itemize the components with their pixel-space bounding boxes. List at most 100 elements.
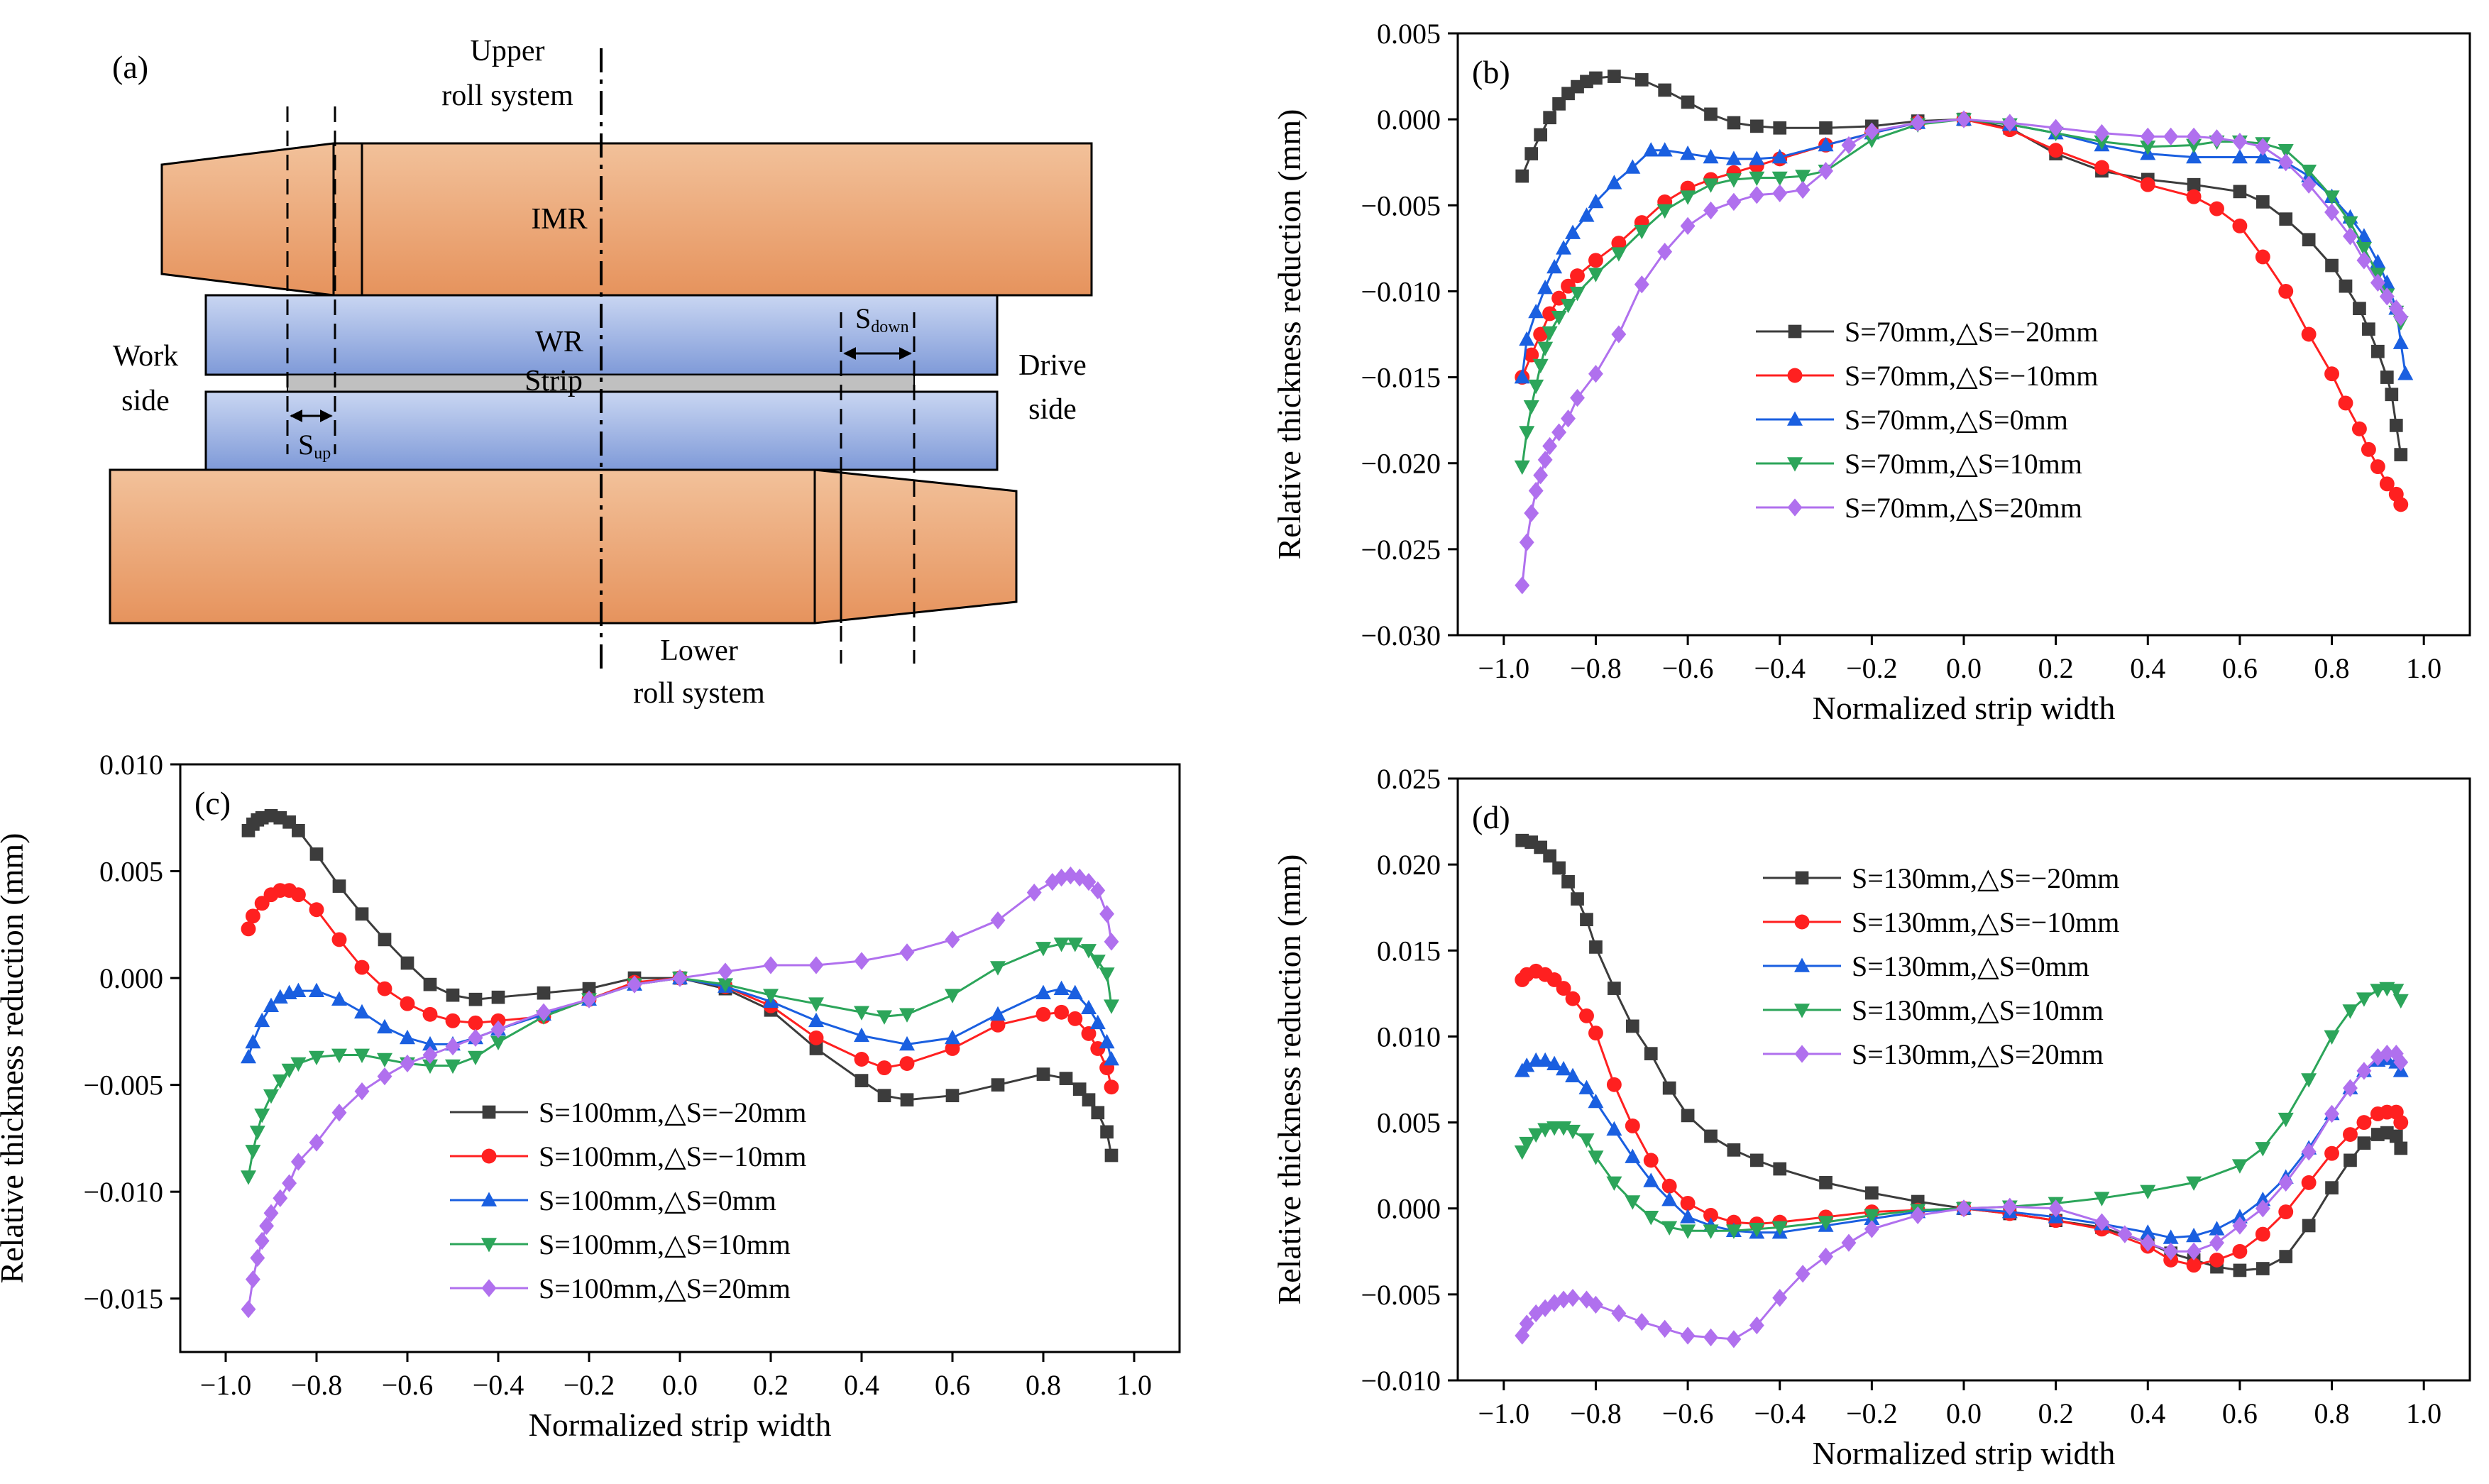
y-tick-label: −0.005: [1361, 1279, 1441, 1311]
upper-imr-roll: [160, 142, 1093, 297]
data-point: [1608, 982, 1621, 995]
data-point: [1580, 913, 1593, 927]
legend-label: S=130mm,△S=−10mm: [1852, 906, 2119, 938]
data-point: [899, 1056, 915, 1071]
data-point: [2048, 1199, 2064, 1218]
legend-marker: [1787, 368, 1803, 383]
data-point: [1625, 1118, 1640, 1133]
y-tick-label: −0.030: [1361, 620, 1441, 652]
data-point: [2231, 1209, 2248, 1224]
legend-label: S=100mm,△S=−20mm: [539, 1096, 806, 1128]
data-point: [945, 1089, 960, 1103]
data-point: [854, 1052, 869, 1067]
data-point: [468, 1050, 483, 1066]
legend-label: S=70mm,△S=−20mm: [1845, 316, 2098, 348]
data-point: [377, 1067, 392, 1086]
data-point: [1556, 1290, 1571, 1309]
data-point: [1515, 576, 1530, 595]
data-point: [2278, 1173, 2294, 1192]
data-point: [490, 1020, 506, 1039]
plot-frame: [179, 763, 1181, 1353]
upper-roll-label-2: roll system: [441, 79, 573, 112]
data-point: [2094, 160, 2109, 175]
data-point: [2301, 1175, 2317, 1190]
data-point: [2362, 322, 2375, 336]
data-point: [445, 1059, 461, 1074]
work-side-label-1: Work: [113, 340, 178, 373]
data-point: [900, 1093, 914, 1107]
data-point: [1661, 1192, 1678, 1207]
data-point: [1634, 224, 1650, 240]
data-point: [2343, 1127, 2358, 1142]
legend-marker: [481, 1238, 497, 1253]
data-point: [273, 1189, 288, 1207]
data-point: [354, 1082, 370, 1101]
data-point: [254, 1012, 270, 1028]
data-point: [468, 1028, 483, 1048]
data-point: [1656, 204, 1673, 219]
data-point: [1772, 1289, 1788, 1307]
data-point: [1773, 121, 1787, 135]
data-point: [309, 902, 324, 918]
data-point: [1514, 460, 1530, 476]
data-point: [1864, 122, 1879, 141]
legend-marker: [1795, 871, 1809, 885]
data-point: [1528, 1304, 1544, 1323]
legend-label: S=100mm,△S=10mm: [539, 1229, 791, 1260]
series-1: [1515, 833, 2408, 1277]
panel-label: (c): [194, 785, 231, 821]
data-point: [1703, 178, 1719, 193]
sup-label: Sup: [298, 429, 331, 463]
data-point: [309, 1050, 324, 1066]
x-tick-label: −0.8: [291, 1369, 343, 1401]
y-tick-label: 0.005: [1377, 18, 1441, 50]
data-point: [2324, 1030, 2340, 1045]
data-point: [309, 1133, 324, 1152]
data-point: [1611, 1304, 1627, 1323]
data-point: [1551, 423, 1567, 441]
data-point: [1749, 119, 1764, 133]
x-tick-label: 0.6: [935, 1369, 970, 1401]
drive-side-label-1: Drive: [1018, 349, 1087, 382]
data-point: [1749, 1222, 1765, 1238]
data-point: [1054, 1004, 1070, 1020]
data-point: [249, 1126, 265, 1141]
data-point: [1611, 325, 1627, 343]
data-point: [400, 956, 414, 970]
data-point: [1726, 1330, 1742, 1348]
y-tick-label: 0.000: [1377, 1193, 1441, 1225]
y-tick-label: 0.025: [1377, 763, 1441, 795]
x-tick-label: 1.0: [2406, 652, 2441, 684]
x-tick-label: −0.8: [1570, 652, 1622, 684]
data-point: [1625, 1019, 1639, 1033]
data-point: [1588, 1026, 1603, 1041]
data-point: [2356, 992, 2372, 1007]
legend: S=70mm,△S=−20mm S=70mm,△S=−10mm S=70mm,△S=…: [1756, 316, 2098, 524]
data-point: [1610, 247, 1627, 262]
data-point: [1749, 1153, 1764, 1167]
data-point: [1532, 358, 1549, 374]
data-point: [1819, 1176, 1833, 1189]
data-point: [990, 911, 1006, 930]
data-point: [2232, 1243, 2248, 1259]
data-point: [2232, 132, 2248, 151]
series-5: [241, 866, 1119, 1319]
data-point: [2255, 1226, 2270, 1242]
data-point: [1537, 341, 1554, 356]
data-point: [354, 1004, 370, 1019]
data-point: [2187, 177, 2201, 192]
data-point: [1053, 938, 1070, 952]
y-tick-label: 0.020: [1377, 849, 1441, 881]
data-point: [945, 930, 960, 949]
data-point: [1727, 116, 1741, 130]
data-point: [468, 992, 483, 1006]
data-point: [1725, 173, 1742, 188]
data-point: [2356, 1062, 2372, 1080]
data-point: [1099, 967, 1115, 982]
data-point: [1569, 287, 1586, 302]
data-point: [1059, 1072, 1073, 1085]
y-tick-label: −0.005: [83, 1070, 163, 1101]
data-point: [2380, 370, 2394, 384]
data-point: [2278, 153, 2294, 172]
data-point: [1841, 1233, 1857, 1252]
